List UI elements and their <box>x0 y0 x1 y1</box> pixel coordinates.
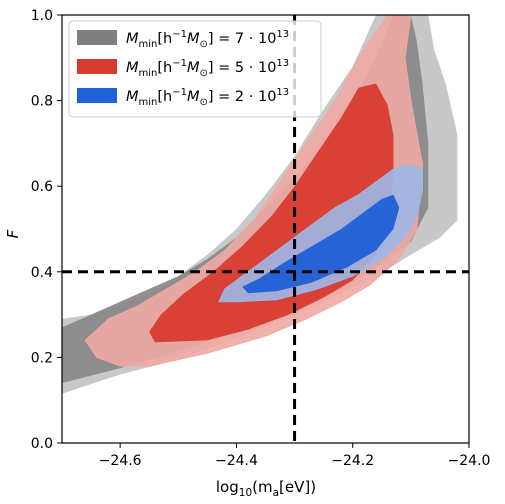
x-tick-label: −24.2 <box>331 453 374 469</box>
x-tick-label: −24.0 <box>448 453 491 469</box>
contour-gray-inner <box>62 15 429 384</box>
y-axis-label: F <box>4 229 22 238</box>
plot-frame <box>61 14 470 444</box>
legend-swatch-gray <box>77 30 117 45</box>
y-tick-label: 1.0 <box>31 8 53 24</box>
legend-label-red: Mmin[h−1M⊙] = 5 · 1013 <box>126 58 289 79</box>
legend-swatch-blue <box>77 88 117 103</box>
x-tick-label: −24.4 <box>215 453 258 469</box>
legend-swatch-red <box>77 59 117 74</box>
axis-ticks: −24.6 −24.4 −24.2 −24.0 0.0 0.2 0.4 0.6 0.8 1.0 <box>31 8 491 469</box>
contour-blue-inner <box>242 194 400 294</box>
contour-blue-outer <box>218 164 423 303</box>
y-tick-label: 0.4 <box>31 265 53 281</box>
legend-label-blue: Mmin[h−1M⊙] = 2 · 1013 <box>126 87 289 108</box>
y-tick-label: 0.8 <box>31 94 53 110</box>
x-tick-label: −24.6 <box>99 453 142 469</box>
y-tick-label: 0.6 <box>31 179 53 195</box>
y-tick-label: 0.2 <box>31 350 53 366</box>
x-axis-label: log10(ma[eV]) <box>216 478 316 499</box>
contour-layers <box>62 15 458 394</box>
legend: Mmin[h−1M⊙] = 7 · 1013 Mmin[h−1M⊙] = 5 · … <box>68 20 322 118</box>
y-tick-label: 0.0 <box>31 436 53 452</box>
legend-box <box>68 20 322 118</box>
legend-label-gray: Mmin[h−1M⊙] = 7 · 1013 <box>126 29 289 50</box>
